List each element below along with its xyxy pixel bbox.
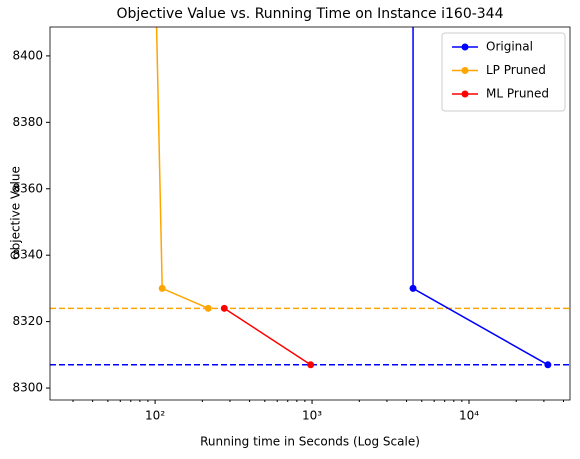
x-tick-label: 10⁴: [459, 409, 479, 423]
legend-box: [441, 32, 566, 112]
plot-area: [50, 27, 570, 369]
x-tick-label: 10³: [302, 409, 322, 423]
plot-frame: [49, 26, 571, 401]
y-tick-label: 8340: [12, 248, 43, 262]
legend-marker: [461, 90, 469, 98]
y-tick-label: 8320: [12, 314, 43, 328]
data-point: [204, 304, 212, 312]
y-tick-label: 8400: [12, 48, 43, 62]
data-point: [158, 284, 166, 292]
y-axis-label: Objective Value: [9, 166, 23, 260]
chart-title: Objective Value vs. Running Time on Inst…: [116, 6, 503, 22]
y-tick-label: 8380: [12, 115, 43, 129]
legend-marker: [461, 43, 469, 51]
legend-label: Original: [486, 40, 533, 54]
legend-marker: [461, 67, 469, 74]
data-point: [544, 361, 552, 369]
y-tick-label: 8360: [12, 181, 43, 195]
x-tick-label: 10²: [145, 409, 165, 423]
x-axis-label: Running time in Seconds (Log Scale): [200, 435, 420, 449]
data-point: [220, 304, 228, 312]
legend-label: ML Pruned: [486, 87, 549, 101]
data-point: [307, 361, 315, 369]
series-line: [155, 27, 209, 310]
series-line: [223, 307, 312, 366]
data-point: [409, 284, 417, 292]
y-tick-label: 8300: [12, 381, 43, 395]
legend-label: LP Pruned: [486, 63, 546, 77]
